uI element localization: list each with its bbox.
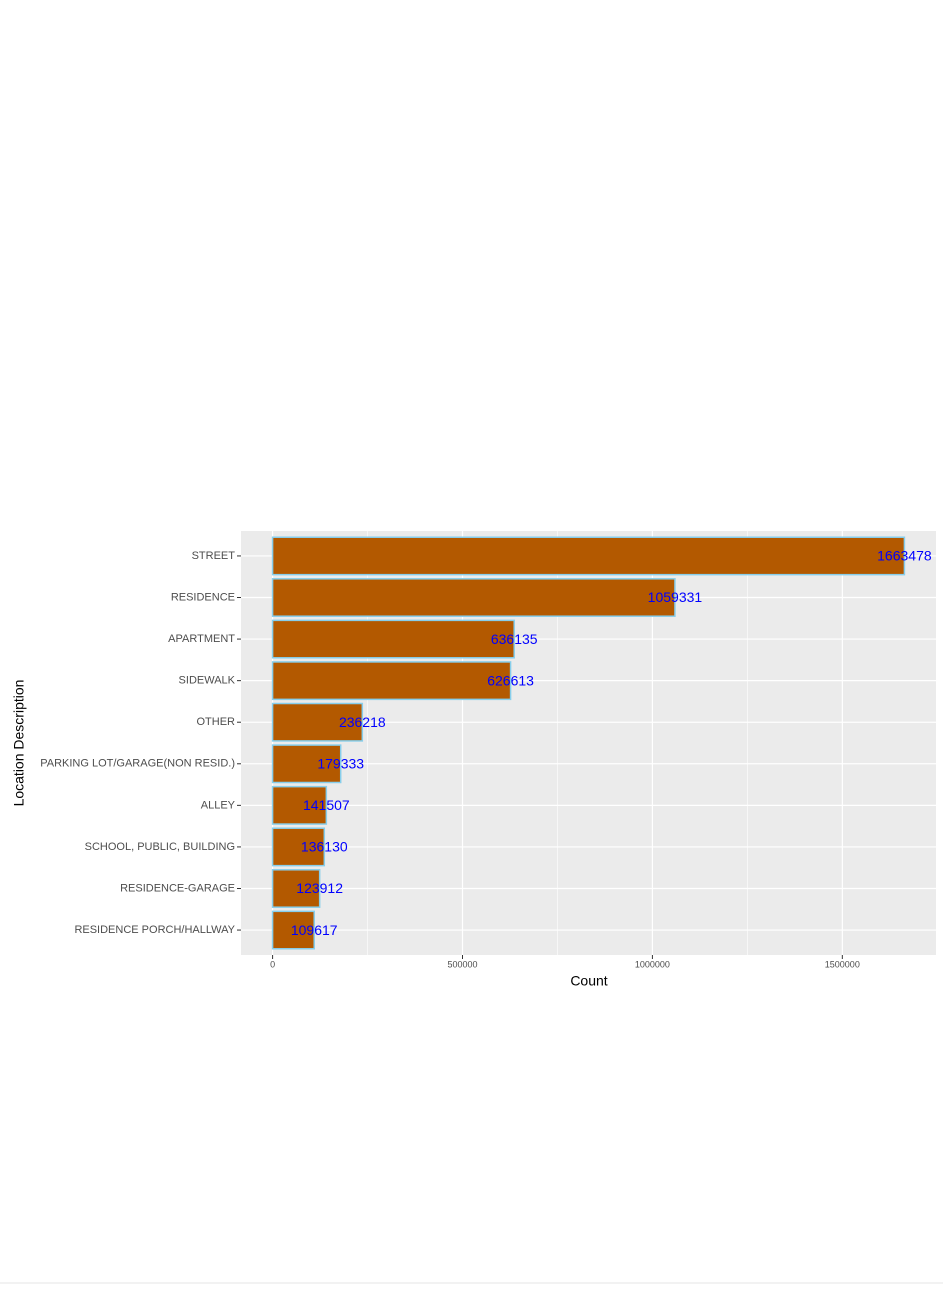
value-label: 109617 (291, 922, 338, 938)
y-axis-title: Location Description (11, 680, 27, 807)
x-tick-label: 500000 (447, 959, 477, 969)
value-label: 1059331 (648, 589, 703, 605)
bar (271, 578, 676, 617)
y-tick-label: PARKING LOT/GARAGE(NON RESID.) (40, 758, 235, 770)
y-tick-label: APARTMENT (168, 633, 235, 645)
bar (271, 869, 321, 908)
bar (271, 702, 364, 742)
bar (271, 619, 515, 659)
y-tick-label: ALLEY (201, 799, 236, 811)
bar (271, 785, 328, 825)
value-label: 236218 (339, 714, 386, 730)
value-label: 1663478 (877, 548, 932, 564)
y-tick-label: RESIDENCE PORCH/HALLWAY (74, 924, 235, 936)
x-tick-label: 1500000 (825, 959, 860, 969)
value-label: 136130 (301, 839, 348, 855)
x-axis-title: Count (570, 973, 607, 989)
bar (271, 827, 326, 867)
x-tick-label: 0 (270, 959, 275, 969)
y-tick-label: OTHER (197, 716, 236, 728)
y-tick-label: RESIDENCE (171, 591, 235, 603)
y-tick-label: SIDEWALK (179, 675, 236, 687)
value-label: 123912 (296, 880, 343, 896)
value-label: 141507 (303, 797, 350, 813)
y-tick-label: STREET (192, 550, 236, 562)
value-label: 636135 (491, 631, 538, 647)
y-tick-label: SCHOOL, PUBLIC, BUILDING (85, 841, 235, 853)
y-tick-label: RESIDENCE-GARAGE (120, 882, 235, 894)
x-tick-label: 1000000 (635, 959, 670, 969)
bar (271, 744, 342, 784)
value-label: 179333 (317, 755, 364, 771)
bar (271, 536, 906, 576)
value-label: 626613 (487, 672, 534, 688)
bar (271, 661, 512, 701)
bar (271, 910, 315, 950)
